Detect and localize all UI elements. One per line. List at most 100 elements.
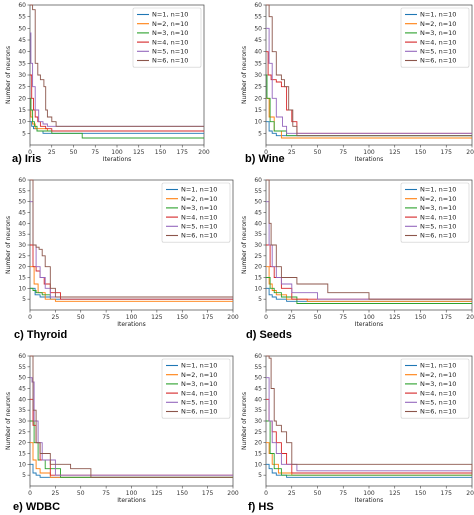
legend-label: N=3, n=10: [420, 29, 456, 37]
series-group: [30, 4, 204, 139]
x-tick-label: 75: [339, 490, 347, 497]
legend-label: N=5, n=10: [420, 223, 456, 231]
y-tick-label: 50: [254, 25, 262, 32]
panel-caption: e) WDBC: [13, 501, 60, 513]
y-axis-label: Number of neurons: [241, 216, 248, 274]
x-tick-label: 0: [28, 314, 32, 321]
y-tick-label: 25: [18, 84, 26, 91]
series-line-6: [266, 4, 472, 137]
x-tick-label: 200: [466, 149, 474, 156]
y-tick-label: 5: [258, 130, 262, 137]
series-line-1: [30, 463, 233, 478]
y-tick-label: 15: [18, 451, 26, 458]
x-tick-label: 150: [177, 314, 189, 321]
y-tick-label: 55: [254, 364, 262, 371]
panel-caption: b) Wine: [245, 153, 285, 165]
legend-label: N=1, n=10: [420, 11, 456, 19]
x-tick-label: 125: [389, 149, 401, 156]
legend-label: N=3, n=10: [181, 204, 217, 212]
x-tick-label: 150: [177, 490, 189, 497]
y-tick-label: 20: [254, 264, 262, 271]
series-line-5: [266, 201, 472, 300]
series-line-5: [30, 377, 233, 476]
legend-label: N=4, n=10: [152, 38, 188, 46]
y-tick-label: 35: [18, 231, 26, 238]
x-tick-label: 100: [363, 149, 375, 156]
series-line-4: [266, 51, 472, 134]
legend: N=1, n=10N=2, n=10N=3, n=10N=4, n=10 N=5,…: [161, 358, 231, 419]
y-axis-label: Number of neurons: [241, 392, 248, 450]
y-tick-label: 55: [254, 188, 262, 195]
x-tick-label: 125: [133, 149, 145, 156]
legend-label: N=1, n=10: [181, 186, 217, 194]
series-line-1: [266, 287, 472, 302]
y-tick-label: 30: [254, 418, 262, 425]
y-tick-label: 20: [18, 440, 26, 447]
y-tick-label: 40: [18, 220, 26, 227]
y-tick-label: 5: [22, 472, 26, 479]
x-tick-label: 100: [363, 490, 375, 497]
legend-label: N=6, n=10: [420, 408, 456, 416]
y-tick-label: 40: [254, 49, 262, 56]
y-tick-label: 10: [18, 119, 26, 126]
legend-box: [400, 7, 470, 68]
y-tick-label: 50: [254, 375, 262, 382]
y-tick-label: 20: [18, 95, 26, 102]
x-tick-label: 75: [91, 149, 99, 156]
y-tick-label: 40: [18, 396, 26, 403]
series-line-3: [266, 420, 472, 476]
x-tick-label: 175: [202, 314, 214, 321]
legend-label: N=5, n=10: [420, 48, 456, 56]
x-tick-label: 0: [264, 149, 268, 156]
x-tick-label: 75: [339, 149, 347, 156]
legend-label: N=5, n=10: [181, 223, 217, 231]
y-tick-label: 35: [254, 231, 262, 238]
series-line-5: [266, 27, 472, 134]
legend-label: N=3, n=10: [420, 204, 456, 212]
series-line-6: [266, 179, 472, 300]
y-tick-label: 55: [18, 14, 26, 21]
y-axis-label: Number of neurons: [241, 46, 248, 104]
legend-label: N=4, n=10: [420, 389, 456, 397]
x-tick-label: 125: [389, 490, 401, 497]
series-line-1: [266, 121, 472, 137]
legend-label: N=6, n=10: [420, 232, 456, 240]
y-tick-label: 50: [18, 375, 26, 382]
series-line-3: [266, 277, 472, 304]
y-tick-label: 45: [18, 210, 26, 217]
y-tick-label: 60: [18, 353, 26, 360]
series-group: [30, 355, 233, 478]
y-tick-label: 60: [18, 2, 26, 9]
y-tick-label: 60: [254, 353, 262, 360]
x-tick-label: 200: [227, 490, 239, 497]
legend-label: N=1, n=10: [420, 186, 456, 194]
series-line-3: [30, 97, 204, 139]
legend-label: N=2, n=10: [420, 20, 456, 28]
legend: N=1, n=10N=2, n=10N=3, n=10N=4, n=10 N=5,…: [400, 182, 470, 243]
y-tick-label: 25: [18, 253, 26, 260]
x-tick-label: 150: [415, 149, 427, 156]
x-tick-label: 50: [77, 490, 85, 497]
x-tick-label: 25: [48, 149, 56, 156]
y-tick-label: 45: [18, 37, 26, 44]
x-tick-label: 25: [288, 149, 296, 156]
legend-label: N=1, n=10: [181, 362, 217, 370]
panel-caption: c) Thyroid: [14, 329, 67, 341]
x-axis-label: Iterations: [117, 321, 146, 328]
y-tick-label: 20: [254, 440, 262, 447]
x-tick-label: 25: [288, 314, 296, 321]
y-tick-label: 35: [18, 60, 26, 67]
y-tick-label: 10: [254, 285, 262, 292]
x-tick-label: 25: [52, 314, 60, 321]
legend-label: N=6, n=10: [420, 57, 456, 65]
x-tick-label: 50: [77, 314, 85, 321]
x-tick-label: 200: [466, 314, 474, 321]
chart-panel-4: 0 25 50 75 100 125 150 175 200 5 10 15 20 25 30 35 40 45 5…: [241, 177, 474, 341]
y-tick-label: 35: [18, 407, 26, 414]
legend-label: N=2, n=10: [420, 195, 456, 203]
legend: N=1, n=10N=2, n=10N=3, n=10N=4, n=10 N=5,…: [400, 358, 470, 419]
y-tick-label: 10: [18, 285, 26, 292]
legend-label: N=2, n=10: [152, 20, 188, 28]
x-axis-label: Iterations: [117, 497, 146, 504]
legend: N=1, n=10N=2, n=10N=3, n=10N=4, n=10 N=5,…: [400, 7, 470, 68]
